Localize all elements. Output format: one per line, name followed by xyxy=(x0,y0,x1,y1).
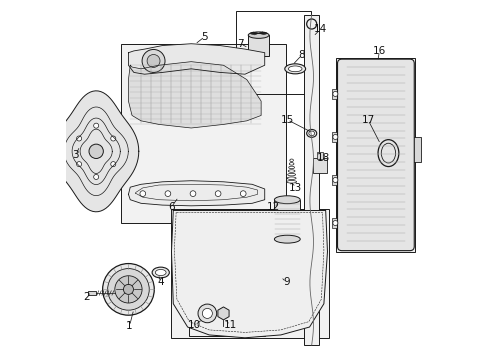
Bar xyxy=(122,44,286,223)
Circle shape xyxy=(108,269,149,310)
Circle shape xyxy=(94,123,98,128)
Text: 7: 7 xyxy=(237,39,244,49)
Bar xyxy=(412,137,421,162)
Circle shape xyxy=(165,191,171,197)
Text: 9: 9 xyxy=(283,277,290,287)
Circle shape xyxy=(190,191,196,197)
Polygon shape xyxy=(218,307,229,320)
Bar xyxy=(332,89,342,99)
Text: 1: 1 xyxy=(126,321,133,331)
Bar xyxy=(236,12,311,94)
Text: 5: 5 xyxy=(201,32,208,41)
Circle shape xyxy=(333,177,338,183)
Bar xyxy=(248,35,269,56)
Ellipse shape xyxy=(155,270,166,275)
Circle shape xyxy=(333,91,338,96)
Circle shape xyxy=(76,136,82,141)
Text: 8: 8 xyxy=(298,50,305,60)
Circle shape xyxy=(202,309,212,319)
Ellipse shape xyxy=(285,64,306,74)
Text: 11: 11 xyxy=(223,320,237,330)
FancyBboxPatch shape xyxy=(338,59,414,251)
Circle shape xyxy=(140,191,146,197)
Bar xyxy=(304,15,319,345)
Circle shape xyxy=(111,162,116,167)
Circle shape xyxy=(89,144,103,158)
Bar xyxy=(190,280,265,336)
Bar xyxy=(332,218,342,228)
Text: 18: 18 xyxy=(317,153,330,163)
Circle shape xyxy=(215,191,221,197)
Text: 12: 12 xyxy=(267,202,280,212)
Circle shape xyxy=(240,191,246,197)
Bar xyxy=(172,209,329,338)
Text: 4: 4 xyxy=(157,277,164,287)
Ellipse shape xyxy=(152,267,170,278)
Polygon shape xyxy=(172,211,327,338)
Ellipse shape xyxy=(307,130,317,137)
Text: 10: 10 xyxy=(188,320,201,330)
Text: 2: 2 xyxy=(83,292,90,302)
Bar xyxy=(332,132,342,142)
Text: 15: 15 xyxy=(281,115,294,125)
Ellipse shape xyxy=(274,196,300,204)
Bar xyxy=(313,158,327,173)
Polygon shape xyxy=(53,91,139,212)
Circle shape xyxy=(94,175,98,180)
Circle shape xyxy=(142,49,165,72)
Circle shape xyxy=(76,162,82,167)
Ellipse shape xyxy=(289,66,302,72)
Bar xyxy=(337,58,416,252)
Polygon shape xyxy=(128,181,265,206)
Polygon shape xyxy=(128,62,261,128)
Bar xyxy=(88,291,96,295)
Polygon shape xyxy=(128,44,265,74)
Circle shape xyxy=(115,276,142,303)
Circle shape xyxy=(102,264,154,315)
Ellipse shape xyxy=(309,131,315,136)
Text: 17: 17 xyxy=(362,115,375,125)
Circle shape xyxy=(123,284,133,294)
Ellipse shape xyxy=(274,235,300,243)
Ellipse shape xyxy=(248,32,269,39)
Circle shape xyxy=(147,54,160,67)
Bar xyxy=(332,175,342,185)
Bar xyxy=(274,200,300,239)
Text: 14: 14 xyxy=(314,24,327,35)
Bar xyxy=(317,152,323,159)
Circle shape xyxy=(111,136,116,141)
Circle shape xyxy=(333,134,338,139)
Text: 6: 6 xyxy=(168,202,175,212)
Text: 13: 13 xyxy=(289,183,302,193)
Text: 16: 16 xyxy=(373,46,386,56)
Text: 3: 3 xyxy=(73,150,79,160)
Circle shape xyxy=(333,221,338,226)
Circle shape xyxy=(198,304,217,323)
